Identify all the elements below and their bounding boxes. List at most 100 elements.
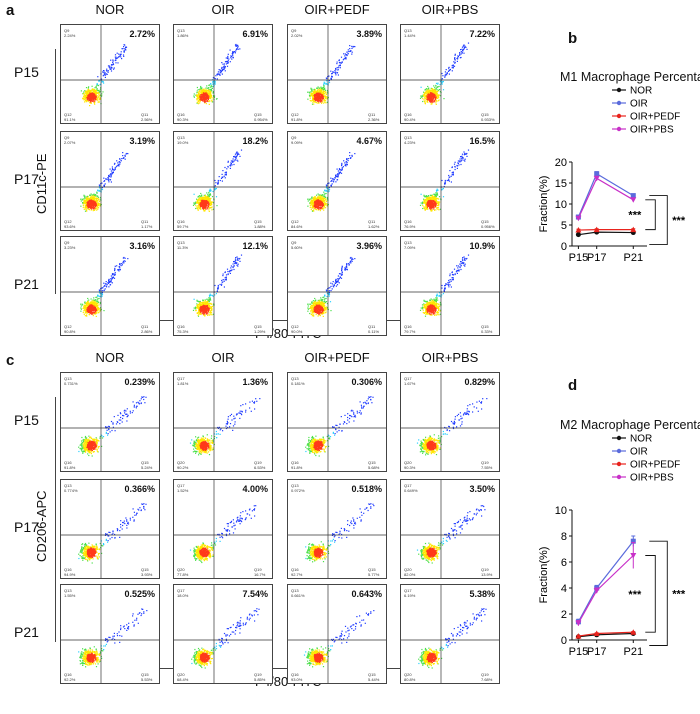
y-axis-label: CD11c-PE (34, 94, 49, 214)
scatter-events (307, 257, 355, 317)
legend-label: OIR+PBS (630, 125, 674, 136)
group-header: OIR (173, 350, 273, 365)
group-header: OIR+PEDF (287, 2, 387, 17)
scatter-events (193, 150, 242, 213)
significance-bracket-inner (645, 200, 655, 230)
significance-bracket-outer (649, 541, 667, 645)
scatter-events (80, 152, 128, 212)
upper-right-percentage: 0.643% (351, 589, 382, 599)
upper-right-percentage: 7.22% (469, 29, 495, 39)
flow-scatter (61, 480, 160, 579)
significance-bracket-outer (649, 196, 667, 245)
gate-value: 5.77% (368, 572, 379, 577)
flow-scatter (174, 585, 273, 684)
data-point (576, 232, 581, 237)
x-tick-label: P17 (587, 646, 607, 658)
data-point (630, 197, 636, 203)
significance-label-outer: *** (672, 588, 686, 600)
scatter-events (190, 398, 261, 455)
gate-value: 5.68% (368, 465, 379, 470)
gate-value: 0.933% (481, 117, 495, 122)
legend-marker (617, 127, 621, 131)
scatter-events (304, 610, 375, 667)
gate-value: 92.2% (64, 677, 75, 682)
gate-value: 6.19% (404, 593, 415, 598)
y-tick-label: 4 (561, 583, 567, 595)
flow-scatter (288, 25, 387, 124)
gate-value: 75.3% (177, 329, 188, 334)
flow-scatter (174, 132, 273, 231)
x-tick-label: P21 (623, 252, 643, 264)
flow-scatter (288, 585, 387, 684)
gate-value: 1.44% (404, 33, 415, 38)
gate-value: 1.17% (141, 224, 152, 229)
gate-value: 90.2% (177, 465, 188, 470)
gate-value: 2.56% (141, 117, 152, 122)
y-tick-label: 10 (555, 505, 567, 517)
gate-value: 90.0% (291, 329, 302, 334)
flow-scatter (61, 25, 160, 124)
group-header: OIR+PBS (400, 2, 500, 17)
flow-scatter (288, 132, 387, 231)
legend-marker (617, 114, 621, 118)
significance-label-inner: *** (628, 210, 642, 222)
data-point (594, 171, 599, 176)
legend-label: OIR+PEDF (630, 460, 680, 471)
significance-bracket-inner (645, 556, 655, 633)
gate-value: 90.3% (404, 465, 415, 470)
significance-label-inner: *** (628, 589, 642, 601)
gate-value: 79.7% (404, 329, 415, 334)
gate-value: 90.4% (404, 117, 415, 122)
gate-value: 1.62% (368, 224, 379, 229)
gate-value: 80.8% (404, 677, 415, 682)
upper-right-percentage: 4.00% (242, 484, 268, 494)
gate-value: 1.29% (254, 329, 265, 334)
gate-value: 9.09% (291, 140, 302, 145)
gate-value: 2.86% (141, 329, 152, 334)
group-header: NOR (60, 2, 160, 17)
gate-value: 91.8% (291, 465, 302, 470)
upper-right-percentage: 3.16% (129, 241, 155, 251)
upper-right-percentage: 3.19% (129, 136, 155, 146)
upper-right-percentage: 0.829% (464, 377, 495, 387)
legend-marker (617, 475, 621, 479)
gate-value: 2.24% (64, 33, 75, 38)
upper-right-percentage: 0.525% (124, 589, 155, 599)
row-label: P15 (14, 412, 39, 428)
series-line-oir-pbs (578, 556, 633, 624)
upper-right-percentage: 0.366% (124, 484, 155, 494)
legend-label: NOR (630, 86, 652, 97)
